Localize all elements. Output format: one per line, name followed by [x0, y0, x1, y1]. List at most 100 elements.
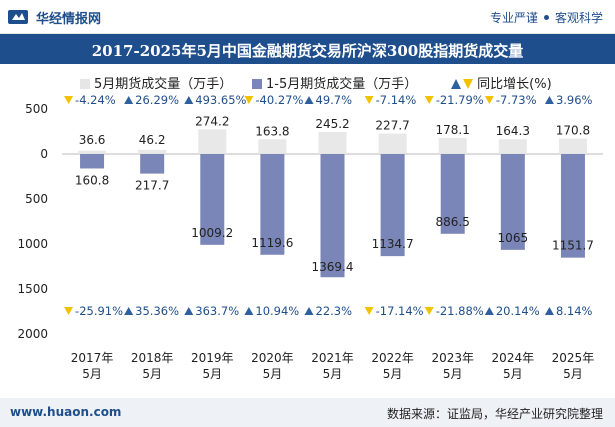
y-tick-label: 500 [25, 192, 48, 206]
legend-item-monthly: 5月期货成交量（万手） [80, 73, 232, 92]
growth-monthly-label: 493.65% [195, 93, 246, 107]
title-bar: 2017-2025年5月中国金融期货交易所沪深300股指期货成交量 [0, 34, 615, 64]
bar-monthly [378, 133, 407, 154]
legend-item-growth: 同比增长(%) [451, 73, 552, 92]
chart-plot: 500 0 500 1000 1500 2000 36.6 160.8 -4.24% -25.91… [17, 93, 603, 381]
growth-monthly-label: -4.24% [75, 93, 116, 107]
growth-monthly-label: -40.27% [255, 93, 303, 107]
y-tick-label: 1500 [17, 282, 48, 296]
tagline-left: 专业严谨 [489, 11, 538, 25]
growth-cumulative-up-icon [124, 307, 134, 315]
data-label-monthly: 170.8 [556, 124, 590, 138]
growth-cumulative-up-icon [304, 307, 314, 315]
growth-monthly-label: 49.7% [316, 93, 353, 107]
x-tick-label: 2021年 5月 [311, 351, 354, 381]
data-label-cumulative: 1119.6 [251, 236, 293, 250]
growth-monthly-up-icon [544, 96, 554, 104]
footer-url: www.huaon.com [10, 405, 122, 419]
y-tick-label: 2000 [17, 327, 48, 341]
growth-cumulative-down-icon [64, 307, 74, 315]
growth-cumulative-down-icon [364, 307, 374, 315]
tagline-right: 客观科学 [554, 11, 603, 25]
growth-monthly-label: -21.79% [436, 93, 484, 107]
growth-monthly-up-icon [184, 96, 194, 104]
legend-growth-icon [451, 78, 473, 89]
bar-monthly [318, 131, 347, 154]
growth-monthly-up-icon [124, 96, 134, 104]
legend-label-growth: 同比增长(%) [477, 77, 552, 92]
growth-cumulative-up-icon [544, 307, 554, 315]
growth-cumulative-down-icon [424, 307, 434, 315]
x-tick-label: 2019年 5月 [191, 351, 234, 381]
x-tick-label: 2023年 5月 [431, 351, 474, 381]
top-bar: 华经情报网 专业严谨 客观科学 [0, 0, 615, 34]
bar-monthly [78, 150, 107, 154]
data-label-monthly: 178.1 [436, 123, 470, 137]
data-label-cumulative: 1134.7 [372, 237, 414, 251]
x-tick-label: 2024年 5月 [492, 351, 535, 381]
growth-monthly-down-icon [424, 96, 434, 104]
bar-cumulative [560, 154, 585, 258]
bar-monthly [438, 137, 467, 154]
bar-monthly [138, 149, 167, 154]
x-tick-label: 2022年 5月 [371, 351, 414, 381]
growth-cumulative-label: 8.14% [556, 304, 593, 318]
data-label-monthly: 274.2 [195, 114, 229, 128]
footer-source: 数据来源：证监局，华经产业研究院整理 [386, 407, 603, 421]
bar-cumulative [140, 154, 165, 174]
growth-monthly-label: 3.96% [556, 93, 593, 107]
data-label-monthly: 245.2 [315, 117, 349, 131]
growth-cumulative-up-icon [184, 307, 194, 315]
data-label-monthly: 163.8 [255, 124, 289, 138]
data-label-monthly: 227.7 [375, 119, 409, 133]
growth-cumulative-label: 363.7% [195, 304, 239, 318]
footer-bar: www.huaon.com 数据来源：证监局，华经产业研究院整理 [0, 398, 615, 427]
bar-monthly [558, 138, 587, 154]
tagline-dot [543, 15, 549, 20]
data-label-cumulative: 160.8 [75, 173, 109, 187]
bar-monthly [198, 129, 227, 154]
legend-label-monthly: 5月期货成交量（万手） [94, 77, 233, 92]
y-tick-label: 1000 [17, 237, 48, 251]
bar-cumulative [500, 154, 525, 250]
bar-cumulative [320, 154, 345, 278]
bar-cumulative [440, 154, 465, 234]
legend-label-cumulative: 1-5月期货成交量（万手） [266, 77, 418, 92]
growth-monthly-down-icon [364, 96, 374, 104]
growth-cumulative-label: -25.91% [75, 304, 123, 318]
data-label-cumulative: 1065 [498, 231, 529, 245]
growth-monthly-label: -7.73% [496, 93, 537, 107]
legend-item-cumulative: 1-5月期货成交量（万手） [252, 73, 417, 92]
legend-swatch-monthly [80, 78, 90, 89]
growth-cumulative-label: -21.88% [436, 304, 484, 318]
y-tick-label: 0 [40, 147, 48, 161]
brand-name: 华经情报网 [36, 12, 102, 27]
growth-cumulative-label: 22.3% [316, 304, 353, 318]
growth-monthly-down-icon [484, 96, 494, 104]
legend-swatch-cumulative [252, 78, 262, 89]
growth-cumulative-label: 20.14% [496, 304, 540, 318]
tagline: 专业严谨 客观科学 [490, 9, 603, 26]
data-label-monthly: 164.3 [496, 124, 530, 138]
growth-monthly-up-icon [304, 96, 314, 104]
data-label-cumulative: 886.5 [436, 215, 470, 229]
data-label-cumulative: 1151.7 [552, 239, 594, 253]
x-tick-label: 2017年 5月 [71, 351, 114, 381]
growth-cumulative-label: -17.14% [376, 304, 424, 318]
growth-cumulative-up-icon [244, 307, 254, 315]
x-tick-label: 2018年 5月 [131, 351, 174, 381]
bar-cumulative [80, 154, 105, 169]
bar-cumulative [200, 154, 225, 245]
data-label-monthly: 46.2 [139, 133, 166, 147]
growth-monthly-label: -7.14% [376, 93, 417, 107]
data-label-cumulative: 1009.2 [191, 226, 233, 240]
y-tick-label: 500 [25, 102, 48, 116]
growth-cumulative-label: 35.36% [135, 304, 179, 318]
chart-title: 2017-2025年5月中国金融期货交易所沪深300股指期货成交量 [91, 42, 524, 60]
growth-cumulative-up-icon [484, 307, 494, 315]
growth-monthly-down-icon [64, 96, 74, 104]
logo-icon [8, 10, 28, 24]
data-label-cumulative: 217.7 [135, 179, 169, 193]
bar-monthly [258, 139, 287, 154]
bar-cumulative [260, 154, 285, 255]
